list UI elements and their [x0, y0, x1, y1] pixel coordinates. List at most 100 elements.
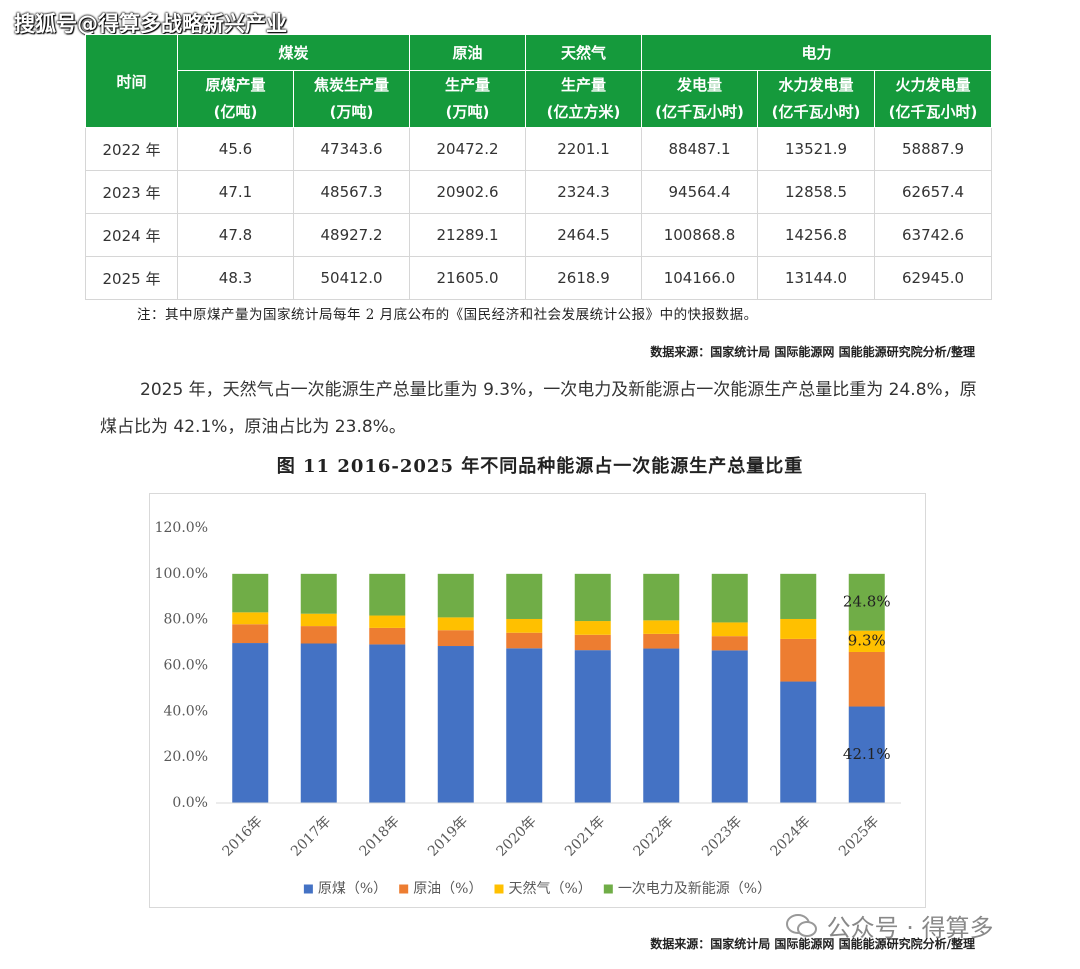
- header-cell: 天然气: [525, 34, 643, 71]
- bar-segment: [780, 618, 817, 639]
- bar-segment: [369, 644, 406, 803]
- table-row: 时间 煤炭 原油 天然气 电力: [85, 34, 993, 128]
- bar-segment: [574, 650, 611, 803]
- bar-segment: [711, 636, 748, 651]
- table-cell: 2025 年: [85, 256, 178, 300]
- header-text: 发电量: [677, 76, 723, 94]
- y-tick-label: 100.0%: [155, 566, 208, 582]
- header-cell: 发电量 (亿千瓦小时): [641, 70, 759, 128]
- y-tick-label: 60.0%: [164, 658, 208, 674]
- x-tick-label: 2017年: [288, 813, 334, 859]
- y-tick-label: 120.0%: [155, 520, 208, 536]
- bar-segment: [437, 646, 474, 803]
- table-cell: 94564.4: [641, 170, 759, 214]
- table-cell: 100868.8: [641, 213, 759, 257]
- table-cell: 20902.6: [409, 170, 527, 214]
- table-row: 原煤产量 (亿吨) 焦炭生产量 (万吨) 生产量 (万吨) 生产量 (亿立方米) 发电量 (亿千瓦…: [86, 70, 993, 128]
- table-cell: 13521.9: [757, 127, 876, 171]
- watermark: 公众号 · 得算多: [785, 908, 994, 943]
- bar-segment: [574, 573, 611, 622]
- legend-label: 原油（%）: [413, 881, 482, 897]
- x-tick-label: 2021年: [562, 813, 608, 859]
- header-cell: 电力: [641, 34, 993, 71]
- legend-label: 天然气（%）: [509, 880, 592, 897]
- table-cell: 13144.0: [757, 256, 876, 300]
- bar-segment: [506, 632, 543, 649]
- watermark: 搜狐号@得算多战略新兴产业: [14, 12, 287, 36]
- x-tick-label: 2016年: [219, 813, 265, 859]
- bar-segment: [300, 643, 337, 803]
- table-cell: 48927.2: [292, 213, 411, 257]
- y-tick-label: 80.0%: [164, 612, 208, 628]
- source: 数据来源：国家统计局 国际能源网 国能能源研究院分析/整理: [650, 937, 975, 951]
- x-tick-label: 2020年: [493, 813, 539, 859]
- bar-segment: [506, 648, 543, 803]
- bar-segment: [232, 612, 269, 625]
- header-text: (万吨): [329, 103, 374, 121]
- bar-segment: [574, 634, 611, 651]
- bar-segment: [711, 622, 748, 637]
- data-label: 24.8%: [843, 592, 891, 610]
- bar-segment: [369, 627, 406, 645]
- bar-segment: [232, 573, 269, 613]
- table-cell: 21605.0: [409, 256, 527, 300]
- header-text: (亿千瓦小时): [655, 103, 744, 121]
- header-text: 火力发电量: [895, 76, 971, 94]
- table-cell: 58887.9: [874, 127, 993, 171]
- legend-swatch: [603, 884, 613, 894]
- bar-segment: [437, 630, 474, 647]
- header-cell: 原煤产量 (亿吨): [177, 70, 294, 128]
- x-tick-label: 2018年: [356, 813, 402, 859]
- y-tick-label: 40.0%: [164, 703, 208, 719]
- table-row: 2022 年 45.6 47343.6 20472.2 2201.1 88487.1 135…: [85, 127, 993, 171]
- legend-swatch: [494, 884, 504, 894]
- data-label: 42.1%: [843, 745, 891, 763]
- legend-swatch: [303, 884, 313, 894]
- bar-segment: [437, 617, 474, 631]
- bar-segment: [232, 624, 269, 644]
- table-cell: 20472.2: [409, 127, 527, 171]
- bar-segment: [848, 573, 885, 631]
- x-tick-label: 2022年: [630, 813, 676, 859]
- table-cell: 48567.3: [292, 170, 411, 214]
- header-text: 焦炭生产量: [314, 76, 390, 94]
- table-cell: 12858.5: [757, 170, 876, 214]
- bar-segment: [300, 573, 337, 614]
- x-tick-label: 2019年: [425, 813, 471, 859]
- data-table: 时间 煤炭 原油 天然气 电力 原煤产量 (亿吨) 焦炭生产量 (万吨) 生产量 (万吨) 生产量 (亿…: [85, 34, 993, 300]
- bar-segment: [848, 630, 885, 652]
- header-cell: 生产量 (万吨): [409, 70, 527, 128]
- x-tick-label: 2023年: [699, 813, 745, 859]
- table-cell: 62945.0: [874, 256, 993, 300]
- figure-title: 图 11 2016-2025 年不同品种能源占一次能源生产总量比重: [276, 456, 804, 477]
- header-text: (亿吨): [213, 103, 258, 121]
- paragraph: 2025 年，天然气占一次能源生产总量比重为 9.3%，一次电力及新能源占一次能…: [100, 380, 977, 437]
- bar-segment: [643, 573, 680, 621]
- chart: 0.0% 20.0% 40.0% 60.0% 80.0% 100.0% 120.0% 2016…: [149, 493, 926, 908]
- header-cell: 生产量 (亿立方米): [525, 70, 643, 128]
- header-text: (万吨): [445, 103, 490, 121]
- data-label: 9.3%: [848, 631, 886, 649]
- y-tick-label: 20.0%: [164, 749, 208, 765]
- x-tick-label: 2025年: [836, 813, 882, 859]
- bar-segment: [711, 650, 748, 803]
- table-cell: 50412.0: [292, 256, 411, 300]
- header-cell: 火力发电量 (亿千瓦小时): [874, 70, 993, 128]
- table-cell: 104166.0: [641, 256, 759, 300]
- header-text: 生产量: [561, 76, 607, 94]
- header-text: (亿千瓦小时): [888, 103, 978, 121]
- header-text: (亿千瓦小时): [771, 103, 861, 121]
- table-cell: 2024 年: [85, 213, 178, 257]
- header-cell: 水力发电量 (亿千瓦小时): [757, 70, 876, 128]
- bar-segment: [369, 615, 406, 628]
- watermark-text: 公众号 · 得算多: [826, 914, 994, 942]
- table-cell: 47.8: [177, 213, 294, 257]
- table-cell: 62657.4: [874, 170, 993, 214]
- table-cell: 88487.1: [641, 127, 759, 171]
- table-cell: 21289.1: [409, 213, 527, 257]
- table-row: 2024 年 47.8 48927.2 21289.1 2464.5 100868.8 14…: [85, 213, 993, 257]
- bar-segment: [506, 618, 543, 633]
- bar-segment: [780, 638, 817, 682]
- x-tick-label: 2024年: [767, 813, 813, 859]
- legend-swatch: [399, 884, 409, 894]
